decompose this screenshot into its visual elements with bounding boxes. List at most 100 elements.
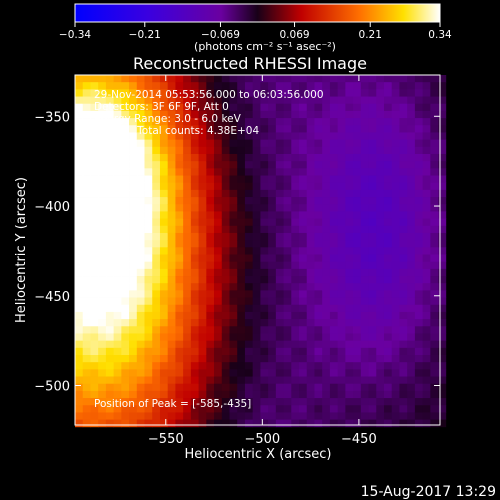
heatmap-cell: [360, 290, 369, 298]
heatmap-cell: [90, 175, 99, 184]
heatmap-cell: [368, 340, 377, 349]
heatmap-cell: [306, 211, 315, 219]
heatmap-cell: [306, 311, 315, 320]
heatmap-cell: [252, 139, 261, 148]
heatmap-cell: [183, 405, 192, 413]
heatmap-cell: [252, 82, 261, 90]
heatmap-cell: [190, 82, 199, 90]
heatmap-cell: [167, 261, 176, 270]
heatmap-cell: [314, 132, 323, 141]
heatmap-cell: [159, 232, 169, 241]
heatmap-cell: [221, 340, 230, 349]
heatmap-cell: [376, 390, 385, 399]
heatmap-cell: [337, 82, 346, 90]
heatmap-cell: [399, 376, 408, 385]
heatmap-cell: [221, 268, 230, 277]
heatmap-cell: [244, 276, 254, 284]
heatmap-cell: [438, 383, 447, 392]
heatmap-cell: [98, 405, 107, 413]
heatmap-cell: [159, 110, 169, 119]
heatmap-cell: [391, 362, 400, 370]
heatmap-cell: [136, 383, 145, 392]
heatmap-cell: [129, 175, 138, 184]
heatmap-cell: [105, 96, 115, 105]
heatmap-cell: [260, 326, 269, 334]
heatmap-cell: [121, 326, 130, 334]
heatmap-cell: [190, 232, 199, 241]
heatmap-cell: [322, 276, 331, 284]
heatmap-cell: [175, 398, 184, 406]
heatmap-cell: [105, 412, 115, 421]
heatmap-cell: [322, 175, 331, 184]
heatmap-cell: [129, 232, 138, 241]
heatmap-cell: [206, 276, 215, 284]
heatmap-cell: [237, 153, 246, 162]
heatmap-cell: [229, 146, 238, 155]
heatmap-cell: [268, 383, 277, 392]
heatmap-cell: [376, 254, 385, 263]
heatmap-cell: [345, 218, 354, 227]
heatmap-cell: [113, 390, 122, 399]
heatmap-cell: [183, 261, 192, 270]
heatmap-cell: [198, 247, 207, 255]
heatmap-cell: [299, 161, 308, 169]
heatmap-cell: [129, 110, 138, 119]
heatmap-cell: [376, 146, 385, 155]
heatmap-cell: [152, 319, 161, 327]
heatmap-cell: [105, 225, 115, 234]
heatmap-cell: [75, 419, 84, 428]
heatmap-cell: [414, 376, 424, 385]
heatmap-cell: [121, 412, 130, 421]
heatmap-cell: [190, 175, 199, 184]
heatmap-cell: [430, 319, 439, 327]
heatmap-cell: [82, 319, 91, 327]
heatmap-cell: [376, 326, 385, 334]
heatmap-cell: [306, 146, 315, 155]
heatmap-cell: [113, 132, 122, 141]
heatmap-cell: [175, 419, 184, 428]
heatmap-cell: [113, 268, 122, 277]
heatmap-cell: [314, 146, 323, 155]
heatmap-cell: [275, 276, 284, 284]
heatmap-cell: [345, 182, 354, 191]
heatmap-cell: [90, 261, 99, 270]
heatmap-cell: [391, 383, 400, 392]
heatmap-cell: [214, 89, 223, 97]
heatmap-cell: [98, 153, 107, 162]
heatmap-cell: [422, 261, 431, 270]
heatmap-cell: [383, 405, 393, 413]
heatmap-cell: [190, 189, 199, 198]
heatmap-cell: [237, 326, 246, 334]
heatmap-cell: [260, 204, 269, 212]
heatmap-cell: [198, 225, 207, 234]
heatmap-cell: [337, 103, 346, 112]
heatmap-cell: [306, 254, 315, 263]
heatmap-cell: [368, 75, 377, 83]
heatmap-cell: [430, 247, 439, 255]
heatmap-cell: [75, 405, 84, 413]
heatmap-cell: [237, 232, 246, 241]
heatmap-cell: [275, 89, 284, 97]
heatmap-cell: [353, 254, 362, 263]
heatmap-cell: [175, 132, 184, 141]
heatmap-cell: [376, 340, 385, 349]
heatmap-cell: [353, 412, 362, 421]
heatmap-cell: [129, 211, 138, 219]
heatmap-cell: [360, 268, 369, 277]
heatmap-cell: [376, 319, 385, 327]
colorbar-tick-label: 0.21: [359, 29, 382, 41]
heatmap-cell: [237, 110, 246, 119]
heatmap-cell: [329, 225, 339, 234]
heatmap-cell: [283, 311, 292, 320]
heatmap-cell: [414, 139, 424, 148]
heatmap-cell: [75, 362, 84, 370]
heatmap-cell: [306, 161, 315, 169]
heatmap-cell: [345, 189, 354, 198]
heatmap-cell: [113, 419, 122, 428]
heatmap-cell: [237, 225, 246, 234]
heatmap-cell: [159, 96, 169, 105]
heatmap-cell: [383, 232, 393, 241]
heatmap-cell: [407, 103, 416, 112]
heatmap-cell: [368, 110, 377, 119]
heatmap-cell: [167, 276, 176, 284]
